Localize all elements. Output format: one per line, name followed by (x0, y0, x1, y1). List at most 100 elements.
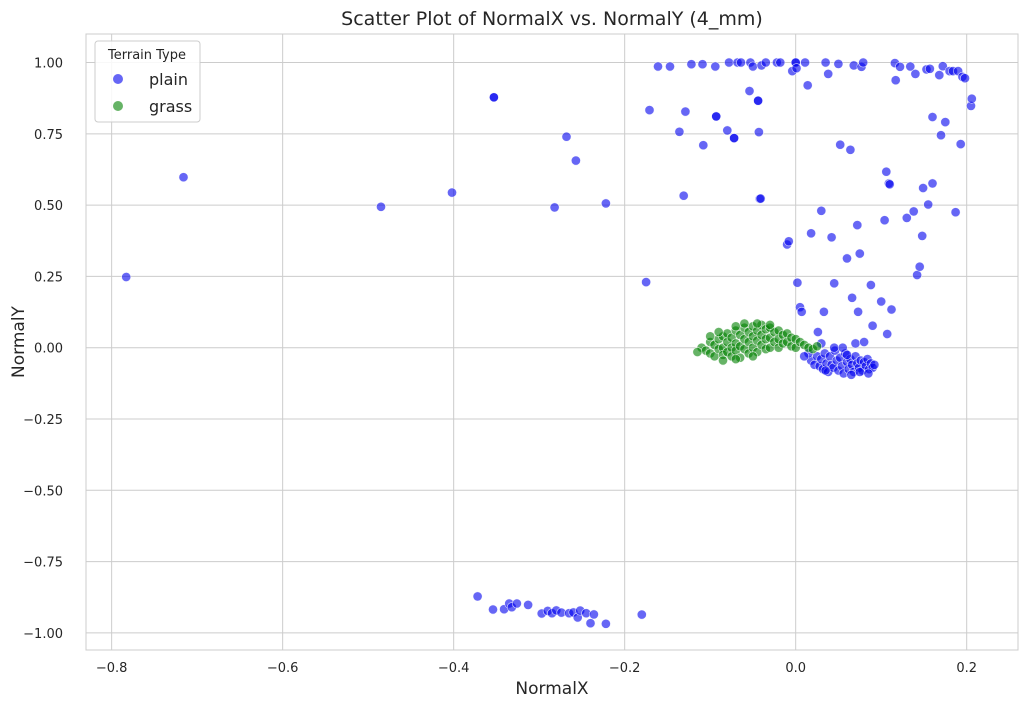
data-point-plain (912, 270, 922, 280)
data-point-plain (823, 69, 834, 79)
data-point-plain (792, 277, 803, 288)
data-point-plain (783, 236, 794, 247)
data-point-plain (908, 206, 919, 217)
data-point-plain (955, 139, 966, 149)
data-point-grass (692, 347, 703, 357)
data-point-plain (561, 131, 572, 142)
data-point-plain (940, 117, 951, 127)
series-grass (692, 318, 822, 366)
data-point-grass (705, 331, 716, 342)
data-point-plain (826, 232, 837, 243)
data-point-plain (854, 248, 865, 259)
y-tick-label: −0.50 (23, 484, 63, 499)
y-tick-label: 0.00 (34, 342, 63, 357)
data-point-plain (710, 61, 721, 72)
data-point-plain (488, 92, 499, 103)
data-point-plain (866, 280, 876, 290)
data-point-grass (765, 319, 775, 330)
data-point-plain (653, 61, 663, 72)
data-point-plain (847, 292, 857, 303)
data-point-plain (884, 179, 895, 190)
legend-label-grass: grass (149, 97, 192, 116)
data-point-plain (589, 609, 599, 620)
data-point-plain (833, 59, 844, 69)
data-point-plain (571, 155, 581, 166)
data-point-plain (879, 215, 890, 226)
data-point-plain (895, 61, 905, 72)
data-point-plain (641, 277, 651, 287)
data-point-plain (806, 228, 816, 239)
data-point-plain (918, 183, 928, 193)
data-point-plain (748, 61, 758, 72)
data-point-plain (850, 338, 861, 349)
data-point-plain (549, 202, 560, 213)
data-point-plain (910, 69, 921, 79)
data-point-plain (585, 618, 596, 629)
data-point-plain (927, 178, 938, 189)
data-point-plain (914, 261, 925, 272)
legend-label-plain: plain (149, 70, 188, 89)
legend: Terrain Type plain grass (94, 40, 201, 123)
data-point-plain (601, 198, 611, 209)
data-point-plain (678, 190, 689, 201)
data-point-plain (917, 230, 928, 241)
data-point-plain (890, 75, 901, 86)
data-point-grass (748, 351, 758, 362)
x-tick-label: −0.6 (267, 661, 299, 676)
data-point-plain (820, 57, 831, 68)
data-point-plain (950, 207, 961, 218)
data-point-plain (755, 193, 766, 204)
data-point-grass (718, 355, 728, 366)
data-point-plain (901, 212, 912, 223)
data-point-plain (680, 106, 691, 117)
legend-marker-grass (113, 101, 123, 111)
data-point-grass (812, 341, 822, 352)
data-point-plain (881, 166, 892, 177)
data-point-plain (863, 368, 874, 379)
y-tick-label: −0.25 (23, 413, 63, 428)
data-point-plain (488, 604, 498, 615)
x-tick-labels: −0.8 −0.6 −0.4 −0.2 0.0 0.2 (96, 661, 977, 676)
data-point-plain (934, 70, 945, 80)
data-point-plain (852, 220, 863, 230)
data-point-plain (819, 306, 829, 317)
data-point-plain (697, 59, 708, 70)
data-point-plain (698, 140, 709, 151)
series-plain (121, 57, 977, 629)
data-point-plain (867, 320, 878, 331)
y-tick-label: 0.50 (34, 199, 63, 214)
plot-frame (85, 33, 1019, 651)
data-points (121, 57, 977, 629)
y-tick-label: 1.00 (34, 57, 63, 72)
data-point-plain (775, 57, 786, 68)
x-axis-label: NormalX (515, 679, 589, 699)
data-point-plain (853, 306, 863, 317)
data-point-plain (376, 201, 386, 212)
data-point-plain (936, 130, 946, 141)
data-point-plain (791, 63, 802, 74)
data-point-plain (923, 199, 934, 210)
data-point-plain (472, 591, 483, 602)
chart-title: Scatter Plot of NormalX vs. NormalY (4_m… (341, 8, 763, 30)
y-tick-labels: 1.00 0.75 0.50 0.25 0.00 −0.25 −0.50 −0.75 −1.00 (23, 57, 63, 642)
data-point-plain (886, 304, 897, 315)
data-point-plain (121, 272, 132, 282)
data-point-plain (754, 127, 764, 138)
data-point-plain (447, 187, 457, 198)
data-point-plain (925, 63, 935, 74)
data-point-grass (730, 354, 741, 364)
data-point-plain (882, 329, 893, 339)
data-point-plain (724, 57, 734, 68)
data-point-plain (711, 111, 722, 122)
data-point-plain (905, 61, 916, 72)
data-point-plain (523, 600, 533, 610)
data-point-plain (802, 80, 813, 91)
data-point-plain (796, 306, 807, 317)
y-axis-label: NormalY (9, 305, 29, 378)
data-point-plain (736, 57, 746, 68)
data-point-plain (858, 57, 869, 68)
data-point-plain (760, 57, 771, 68)
data-point-plain (799, 351, 810, 362)
data-point-plain (837, 342, 848, 353)
data-point-plain (178, 172, 189, 183)
